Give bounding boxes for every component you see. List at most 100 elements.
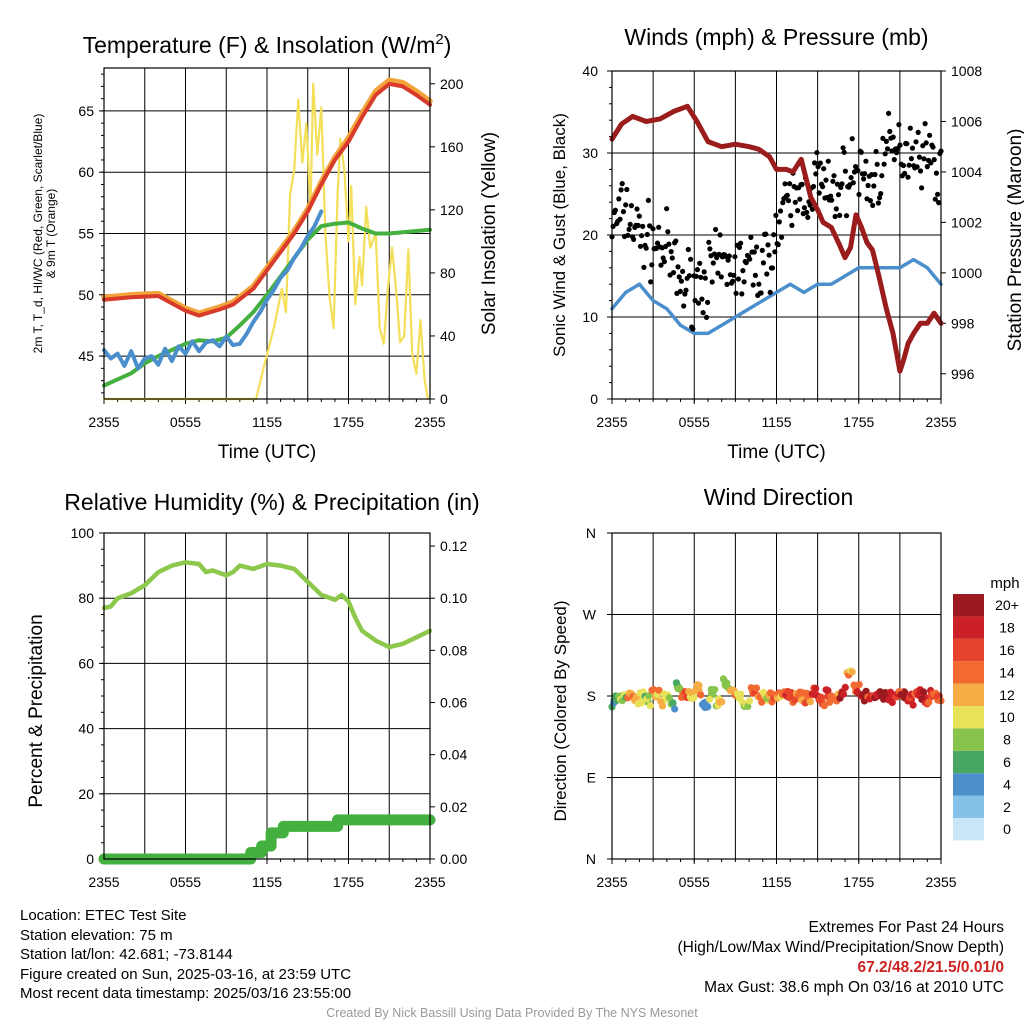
gust-point	[617, 216, 623, 222]
colorbar-label: 12	[999, 687, 1015, 703]
gust-point	[922, 121, 928, 127]
colorbar-swatch	[953, 683, 984, 706]
gust-point	[850, 180, 856, 186]
gust-point	[931, 157, 937, 163]
gust-point	[773, 212, 779, 218]
y-tick-label: S	[587, 688, 596, 704]
direction-point	[855, 681, 863, 689]
y-tick-label: 45	[78, 348, 94, 364]
gust-point	[936, 200, 942, 206]
y-axis-label: 2m T, T_d, HI/WC (Red, Green, Scarlet/Bl…	[31, 114, 58, 354]
x-tick-label: 1755	[843, 414, 874, 430]
gust-point	[777, 208, 784, 214]
gust-point	[706, 239, 712, 245]
gust-point	[805, 214, 811, 220]
gust-point	[732, 254, 738, 260]
gust-point	[833, 206, 839, 212]
gust-point	[647, 223, 653, 229]
gust-point	[907, 125, 913, 131]
y2-tick-label: 1002	[951, 214, 982, 230]
gust-point	[882, 151, 888, 157]
gust-point	[920, 143, 926, 149]
direction-point	[820, 702, 829, 710]
gust-point	[648, 279, 654, 285]
y2-tick-label: 0.08	[440, 642, 467, 658]
gust-point	[656, 224, 662, 230]
station-location: Location: ETEC Test Site	[20, 907, 187, 924]
y2-tick-label: 200	[440, 76, 464, 92]
x-tick-label: 1155	[761, 874, 791, 890]
gust-point	[932, 196, 938, 202]
y2-tick-label: 1008	[951, 63, 982, 79]
colorbar-swatch	[953, 706, 984, 729]
gust-point	[821, 166, 827, 172]
gust-point	[832, 213, 838, 220]
gust-point	[828, 193, 834, 199]
gust-point	[670, 270, 677, 276]
direction-point	[888, 698, 896, 707]
y2-axis-label: Station Pressure (Maroon)	[1005, 129, 1024, 352]
y2-tick-label: 0.04	[440, 747, 467, 763]
direction-point	[646, 702, 654, 710]
gust-point	[890, 134, 896, 140]
gust-point	[848, 175, 854, 181]
gust-point	[878, 191, 884, 197]
gust-point	[776, 219, 782, 225]
chart-title: Relative Humidity (%) & Precipitation (i…	[64, 489, 479, 515]
y-tick-label: 60	[78, 164, 94, 180]
gust-point	[913, 139, 919, 145]
station-latlon: Station lat/lon: 42.681; -73.8144	[20, 946, 233, 963]
y-axis-label: Sonic Wind & Gust (Blue, Black)	[550, 113, 569, 357]
gust-point	[740, 268, 746, 274]
gust-point	[858, 149, 864, 155]
direction-point	[862, 687, 870, 695]
gust-point	[669, 255, 675, 261]
gust-point	[639, 233, 645, 239]
gust-point	[693, 273, 699, 279]
colorbar-label: 4	[1003, 776, 1011, 792]
y2-tick-label: 998	[951, 315, 975, 331]
direction-point	[925, 698, 933, 706]
gust-point	[650, 226, 656, 232]
y-tick-label: 20	[78, 786, 94, 802]
gust-point	[894, 150, 900, 156]
gust-point	[747, 256, 753, 262]
gust-point	[886, 110, 892, 116]
gust-point	[703, 314, 710, 320]
gust-point	[831, 173, 837, 179]
gust-point	[676, 274, 682, 280]
colorbar-swatch	[953, 818, 984, 841]
y2-tick-label: 120	[440, 202, 464, 218]
gust-point	[623, 202, 629, 208]
gust-point	[675, 264, 681, 270]
gust-point	[627, 221, 633, 227]
y-tick-label: 10	[582, 309, 598, 325]
y2-tick-label: 0.06	[440, 695, 467, 711]
gust-point	[917, 168, 924, 174]
gust-point	[841, 149, 847, 155]
gust-point	[897, 142, 903, 148]
gust-point	[645, 197, 652, 203]
direction-point	[697, 691, 705, 699]
y2-tick-label: 0.02	[440, 799, 467, 815]
gust-point	[685, 246, 691, 253]
gust-point	[771, 232, 777, 238]
y-tick-label: W	[583, 607, 597, 623]
series-sonic-wind	[610, 257, 943, 336]
gust-point	[928, 160, 934, 166]
y2-axis-label: Solar Insolation (Yellow)	[479, 132, 500, 335]
gust-point	[814, 150, 820, 156]
gust-point	[785, 198, 792, 204]
gust-point	[764, 271, 770, 277]
direction-point	[704, 703, 712, 711]
gust-point	[784, 192, 790, 198]
gust-point	[683, 287, 689, 293]
direction-point	[690, 694, 698, 702]
y2-tick-label: 40	[440, 328, 456, 344]
speed-colorbar: mph 0 2 4 6 8 10 12 14 16 18 20+	[953, 575, 1020, 841]
y-tick-label: 55	[78, 226, 94, 242]
gust-point	[883, 138, 890, 144]
x-tick-label: 2355	[414, 874, 445, 890]
